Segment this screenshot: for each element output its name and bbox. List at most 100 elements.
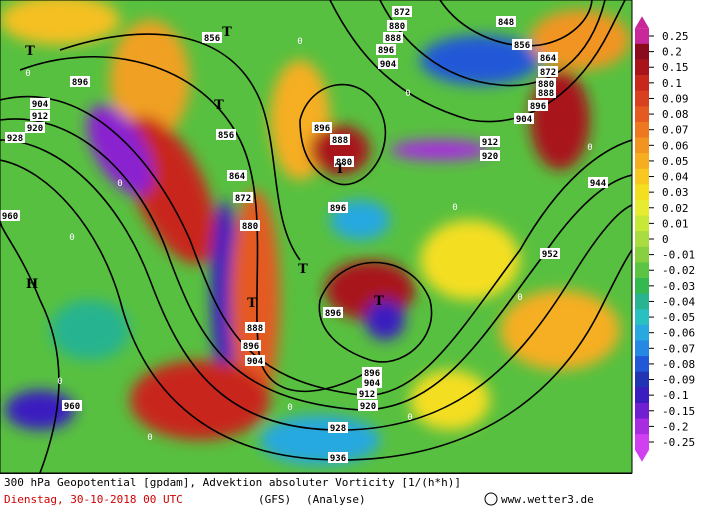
- contour-label-bg: [328, 422, 348, 433]
- contour-label-bg: [480, 136, 500, 147]
- pressure-symbols: T T T T T T T H: [25, 25, 384, 311]
- footer-date: Dienstag, 30-10-2018 00 UTC: [4, 493, 183, 506]
- contour-label-bg: [588, 177, 608, 188]
- contour-label-bg: [362, 367, 382, 378]
- contour-label-bg: [496, 16, 516, 27]
- colorbar-label: 0.02: [662, 202, 689, 215]
- contour-label-bg: [245, 322, 265, 333]
- contour-label: 960: [64, 402, 80, 412]
- contour-label-bg: [512, 39, 532, 50]
- colorbar-label: -0.05: [662, 311, 695, 324]
- contour-label: 856: [514, 41, 530, 51]
- colorbar-swatch: [635, 324, 649, 341]
- colorbar-swatch: [635, 262, 649, 279]
- colorbar-swatch: [635, 293, 649, 310]
- contour-label: 944: [590, 179, 607, 189]
- pressure-symbol: T: [374, 294, 384, 309]
- map: 8728808888969048969049129209288568568648…: [0, 0, 632, 473]
- footer-title: 300 hPa Geopotential [gpdam], Advektion …: [4, 476, 461, 489]
- colorbar-label: -0.2: [662, 420, 689, 433]
- zero-label: 0: [69, 233, 74, 243]
- colorbar-swatch: [635, 215, 649, 232]
- zero-labels: 0 0 0 0 0 0 0 0 0 0 0 0: [25, 37, 592, 443]
- colorbar-label: -0.1: [662, 389, 689, 402]
- colorbar-label: -0.15: [662, 405, 695, 418]
- colorbar-label: 0.25: [662, 30, 689, 43]
- contour-label: 920: [360, 402, 376, 412]
- colorbar-label: -0.09: [662, 374, 695, 387]
- footer-run: (Analyse): [306, 493, 366, 506]
- contour-label: 848: [498, 18, 514, 28]
- contour-label: 896: [378, 46, 394, 56]
- colorbar-label: 0.09: [662, 92, 689, 105]
- contour-label-bg: [0, 210, 20, 221]
- colorbar-label: 0.08: [662, 108, 689, 121]
- contour-label: 888: [385, 34, 401, 44]
- colorbar-label: -0.04: [662, 295, 695, 308]
- contour-label: 896: [314, 124, 330, 134]
- colorbar-swatch: [635, 418, 649, 435]
- contour-label: 896: [330, 204, 346, 214]
- contour-label: 936: [330, 454, 346, 464]
- contour-label: 960: [2, 212, 18, 222]
- colorbar-label: -0.07: [662, 342, 695, 355]
- contour-label: 856: [204, 34, 220, 44]
- contour-label-bg: [233, 192, 253, 203]
- contour-label-bg: [383, 32, 403, 43]
- contour-label-bg: [202, 32, 222, 43]
- contour-label: 880: [538, 80, 554, 90]
- contour-label-bg: [540, 248, 560, 259]
- colorbar-swatch: [635, 28, 649, 45]
- colorbar-arrow-bottom: [635, 449, 649, 462]
- zero-label: 0: [57, 377, 62, 387]
- contour-label: 912: [359, 390, 375, 400]
- contour-label-bg: [5, 132, 25, 143]
- contour-label-bg: [514, 113, 534, 124]
- contour-label-bg: [538, 52, 558, 63]
- contour-label: 904: [32, 100, 49, 110]
- zero-label: 0: [117, 179, 122, 189]
- contour-label-bg: [312, 122, 332, 133]
- contour-label-bg: [362, 377, 382, 388]
- contour-label-bg: [378, 58, 398, 69]
- contour-label: 896: [243, 342, 259, 352]
- contour-label: 904: [380, 60, 397, 70]
- contour-label-bg: [216, 129, 236, 140]
- contour-label-bg: [357, 388, 377, 399]
- contour-label-bg: [387, 20, 407, 31]
- colorbar-swatch: [635, 371, 649, 388]
- contour-label-bg: [328, 202, 348, 213]
- contour-labels: 8728808888969048969049129209288568568648…: [0, 6, 608, 464]
- zero-label: 0: [147, 433, 152, 443]
- contour-label: 920: [27, 124, 43, 134]
- contour-label-bg: [358, 400, 378, 411]
- colorbar-swatch: [635, 340, 649, 357]
- colorbar-label: -0.02: [662, 264, 695, 277]
- copyright-icon: [484, 492, 498, 506]
- contour-label: 888: [247, 324, 263, 334]
- contour-label: 904: [516, 115, 533, 125]
- colorbar-label: 0.05: [662, 155, 689, 168]
- footer-credit[interactable]: www.wetter3.de: [501, 493, 594, 506]
- contour-label: 912: [482, 138, 498, 148]
- colorbar-swatch: [635, 309, 649, 326]
- pressure-symbol: T: [335, 162, 345, 177]
- colorbar-swatch: [635, 402, 649, 420]
- colorbar-swatch: [635, 43, 649, 60]
- contours: [0, 0, 632, 473]
- contour-label: 904: [364, 379, 381, 389]
- contour-label: 880: [389, 22, 405, 32]
- pressure-symbol: T: [25, 44, 35, 59]
- colorbar-swatch: [635, 246, 649, 263]
- colorbar-swatch: [635, 387, 649, 404]
- contour-label: 888: [538, 89, 554, 99]
- footer-model: (GFS): [258, 493, 291, 506]
- colorbar-arrow-top: [635, 16, 649, 29]
- colorbar-label: 0.15: [662, 61, 689, 74]
- contour-label: 872: [540, 68, 556, 78]
- contour-label-bg: [328, 452, 348, 463]
- zero-label: 0: [287, 403, 292, 413]
- zero-label: 0: [405, 89, 410, 99]
- contour-label-bg: [30, 98, 50, 109]
- contour-label-bg: [536, 87, 556, 98]
